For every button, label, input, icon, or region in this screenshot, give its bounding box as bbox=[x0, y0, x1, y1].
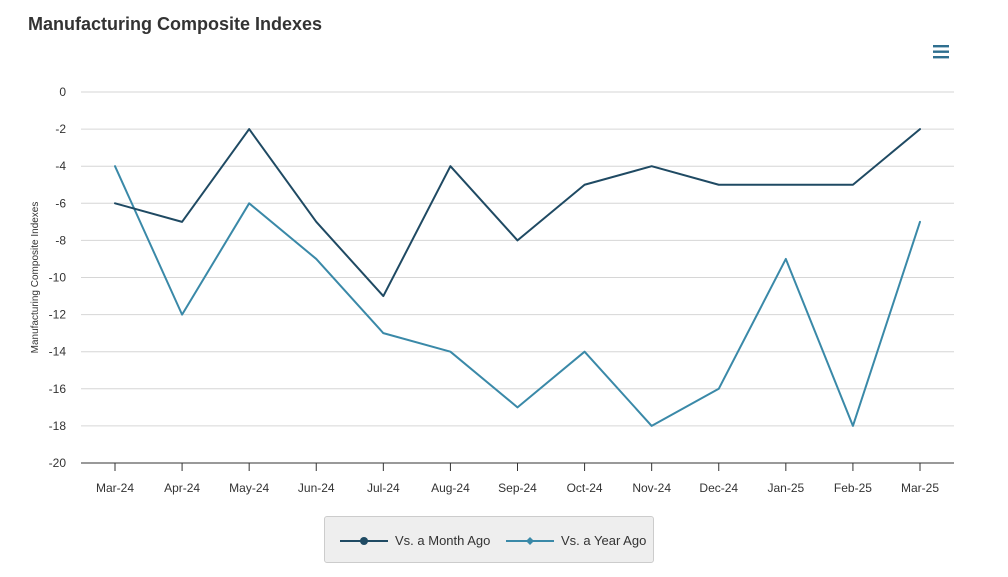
chart-legend: Vs. a Month Ago Vs. a Year Ago bbox=[324, 516, 654, 563]
legend-item-year[interactable]: Vs. a Year Ago bbox=[505, 517, 646, 564]
y-tick-label: -14 bbox=[49, 345, 67, 359]
legend-label-year: Vs. a Year Ago bbox=[561, 533, 647, 548]
y-tick-label: -8 bbox=[55, 233, 66, 247]
y-tick-label: -6 bbox=[55, 196, 66, 210]
x-tick-label: Dec-24 bbox=[699, 481, 738, 495]
grid-lines bbox=[81, 91, 954, 427]
legend-diamond-marker-icon bbox=[506, 536, 554, 545]
y-axis-title: Manufacturing Composite Indexes bbox=[30, 202, 41, 354]
series-line-month bbox=[114, 128, 921, 298]
x-tick-label: Jul-24 bbox=[367, 481, 400, 495]
x-tick-label: Nov-24 bbox=[632, 481, 671, 495]
legend-label-month: Vs. a Month Ago bbox=[395, 533, 491, 548]
series-line-year bbox=[114, 165, 921, 427]
hamburger-menu-icon bbox=[933, 45, 949, 59]
legend-item-month[interactable]: Vs. a Month Ago bbox=[339, 517, 490, 564]
series-lines bbox=[114, 128, 921, 427]
x-tick-label: Mar-25 bbox=[901, 481, 939, 495]
y-tick-label: -10 bbox=[49, 271, 67, 285]
x-tick-label: Feb-25 bbox=[834, 481, 872, 495]
x-tick-label: Sep-24 bbox=[498, 481, 537, 495]
x-tick-label: Oct-24 bbox=[567, 481, 603, 495]
x-tick-label: Jun-24 bbox=[298, 481, 335, 495]
y-tick-label: -4 bbox=[55, 159, 66, 173]
x-tick-label: May-24 bbox=[229, 481, 269, 495]
legend-circle-marker-icon bbox=[340, 536, 388, 545]
y-tick-label: 0 bbox=[59, 85, 66, 99]
chart-title: Manufacturing Composite Indexes bbox=[28, 14, 323, 34]
y-axis-tick-labels: 0 -2 -4 -6 -8 -10 -12 -14 -16 -18 -20 bbox=[49, 85, 67, 470]
x-tick-label: Apr-24 bbox=[164, 481, 200, 495]
y-tick-label: -20 bbox=[49, 456, 67, 470]
chart-menu-button[interactable] bbox=[926, 40, 956, 64]
x-tick-label: Mar-24 bbox=[96, 481, 134, 495]
y-tick-label: -12 bbox=[49, 308, 67, 322]
x-tick-label: Jan-25 bbox=[767, 481, 804, 495]
y-tick-label: -2 bbox=[55, 122, 66, 136]
y-tick-label: -18 bbox=[49, 419, 67, 433]
x-axis: Mar-24 Apr-24 May-24 Jun-24 Jul-24 Aug-24 Sep-… bbox=[81, 462, 954, 495]
x-tick-label: Aug-24 bbox=[431, 481, 470, 495]
y-tick-label: -16 bbox=[49, 382, 67, 396]
